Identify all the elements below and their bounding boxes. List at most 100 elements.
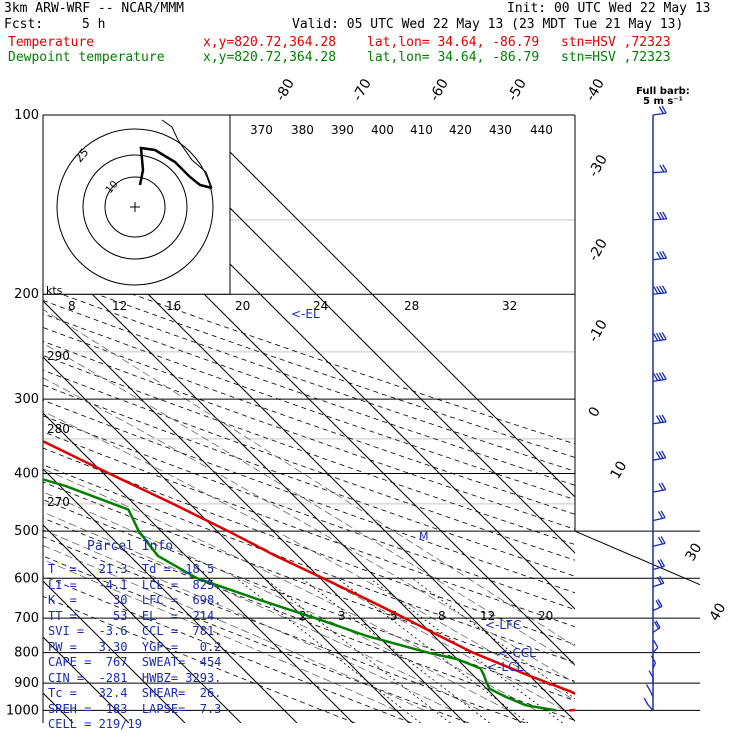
pressure-tick-label: 500 [14, 524, 39, 539]
wind-barb-flag [659, 164, 665, 173]
temperature-legend-latlon: lat,lon= 34.64, -86.79 [367, 35, 540, 50]
wind-barb-flag [646, 684, 652, 692]
wind-barb-flag [653, 373, 659, 381]
wind-barb-flag [659, 285, 665, 294]
wind-barb-flag [655, 372, 662, 381]
dry-adiabat [43, 431, 575, 628]
wind-barb-flag [660, 510, 666, 519]
wind-barb-flag [661, 285, 668, 294]
parcel-info-row: TT = 53 EL = 214. [48, 608, 222, 623]
theta-e-label: 440 [530, 123, 553, 137]
dry-adiabat [43, 415, 575, 611]
dry-adiabat [43, 447, 575, 645]
isotherm-label-top: -50 [505, 76, 530, 104]
wind-barb-shaft [652, 489, 666, 493]
isotherm-line [43, 580, 186, 723]
parcel-info-row: K = 30 LFC = 698. [48, 593, 222, 607]
dry-adiabat [43, 464, 575, 664]
wind-barb-flag [653, 621, 660, 630]
isotherm-label-right: 10 [608, 459, 631, 482]
dry-adiabat [43, 299, 575, 486]
wind-barb-shaft [652, 565, 665, 571]
temperature-legend-name: Temperature [8, 35, 95, 50]
moist-adiabat [43, 342, 575, 666]
dry-adiabat [43, 313, 575, 501]
hodograph-trace [138, 146, 213, 190]
dry-adiabat [43, 261, 575, 445]
wind-barb-flag [658, 451, 664, 459]
isotherm-label-top: -80 [273, 76, 298, 104]
parcel-info-title: Parcel Info [87, 539, 174, 554]
wind-barb-shaft [652, 171, 667, 174]
wind-barb-flag [659, 251, 665, 259]
dry-adiabat [43, 274, 575, 458]
wind-barb-shaft [652, 257, 667, 261]
dry-adiabat [43, 340, 575, 530]
mixing-ratio-line [337, 577, 529, 723]
wind-barb-flag [657, 511, 664, 519]
wind-barb-flag [653, 286, 659, 295]
isotherm-label-right: -10 [586, 317, 611, 345]
hodograph-speed-label: 32 [502, 299, 517, 313]
parcel-info-row: CELL = 219/19 [48, 717, 142, 731]
wind-barb-flag [658, 332, 664, 341]
wind-barb-flag [660, 536, 666, 544]
hodograph-ring [104, 176, 166, 238]
wind-barb-flag [655, 415, 662, 423]
pressure-tick-label: 200 [14, 287, 39, 302]
wind-barb-flag [658, 372, 664, 381]
wind-barb-flag [653, 640, 659, 648]
pressure-tick-label: 300 [14, 392, 39, 407]
temperature-legend-xy: x,y=820.72,364.28 [203, 35, 337, 50]
isotherm-label-top: -40 [583, 76, 608, 104]
mixing-ratio-line [369, 577, 563, 723]
wind-barb-flag [659, 211, 665, 220]
wind-barb-flag [659, 558, 666, 567]
isotherm-label-right: -20 [586, 236, 611, 264]
ccl-marker: <-CCL [498, 646, 536, 660]
wind-barb-shaft [652, 542, 666, 547]
wind-barb-flag [662, 164, 668, 173]
el-marker: <-EL [291, 307, 320, 321]
mixing-ratio-label: 8 [438, 609, 446, 623]
forecast-value: 5 h [82, 17, 106, 32]
theta-e-label: 400 [371, 123, 394, 137]
pressure-tick-label: 100 [14, 108, 39, 123]
parcel-info-row: CIN = -281 HWBZ= 3293. [48, 670, 222, 685]
parcel-info-row: SVI = -3.6 CCL = 781. [48, 624, 222, 638]
theta-label: 270 [47, 495, 70, 509]
mixing-ratio-label: 20 [538, 609, 553, 623]
dry-adiabat [43, 286, 575, 472]
hodograph-ring [56, 128, 214, 286]
isotherm-label-top: -60 [427, 76, 452, 104]
wind-barb-shaft [652, 338, 667, 343]
forecast-label: Fcst: [4, 17, 44, 32]
wind-barb-flag [655, 332, 662, 341]
wind-barb-shaft [652, 457, 666, 461]
pressure-tick-label: 600 [14, 571, 39, 586]
pressure-tick-label: 700 [14, 611, 39, 626]
theta-e-label: 420 [449, 123, 472, 137]
wind-barb-shaft [652, 421, 667, 425]
wind-barb-shaft [647, 704, 654, 711]
wind-barb-flag [655, 620, 661, 628]
pressure-tick-label: 800 [14, 646, 39, 661]
hodograph-units-label: kts [46, 284, 63, 297]
parcel-info-row: T = 21.3 Td = 18.5 [48, 562, 215, 576]
parcel-info-row: Tc = 32.4 SHEAR= 26. [48, 686, 222, 700]
theta-label: 290 [47, 349, 70, 363]
parcel-mark: M [419, 530, 429, 543]
theta-e-label: 370 [250, 123, 273, 137]
right-skew-axis [574, 530, 701, 586]
isotherm-line [43, 468, 298, 723]
theta-label: 280 [47, 422, 70, 436]
mixing-ratio-label: 2 [299, 609, 307, 623]
wind-barb-flag [656, 286, 662, 294]
mixing-ratio-label: 12 [480, 609, 495, 623]
lfc-marker: <-LFC [485, 618, 521, 632]
mixing-ratio-line [236, 577, 421, 723]
wind-barb-flag [658, 414, 664, 423]
dewpoint-profile [43, 478, 557, 712]
hodograph-speed-label: 20 [235, 299, 250, 313]
dry-adiabat [43, 575, 412, 723]
